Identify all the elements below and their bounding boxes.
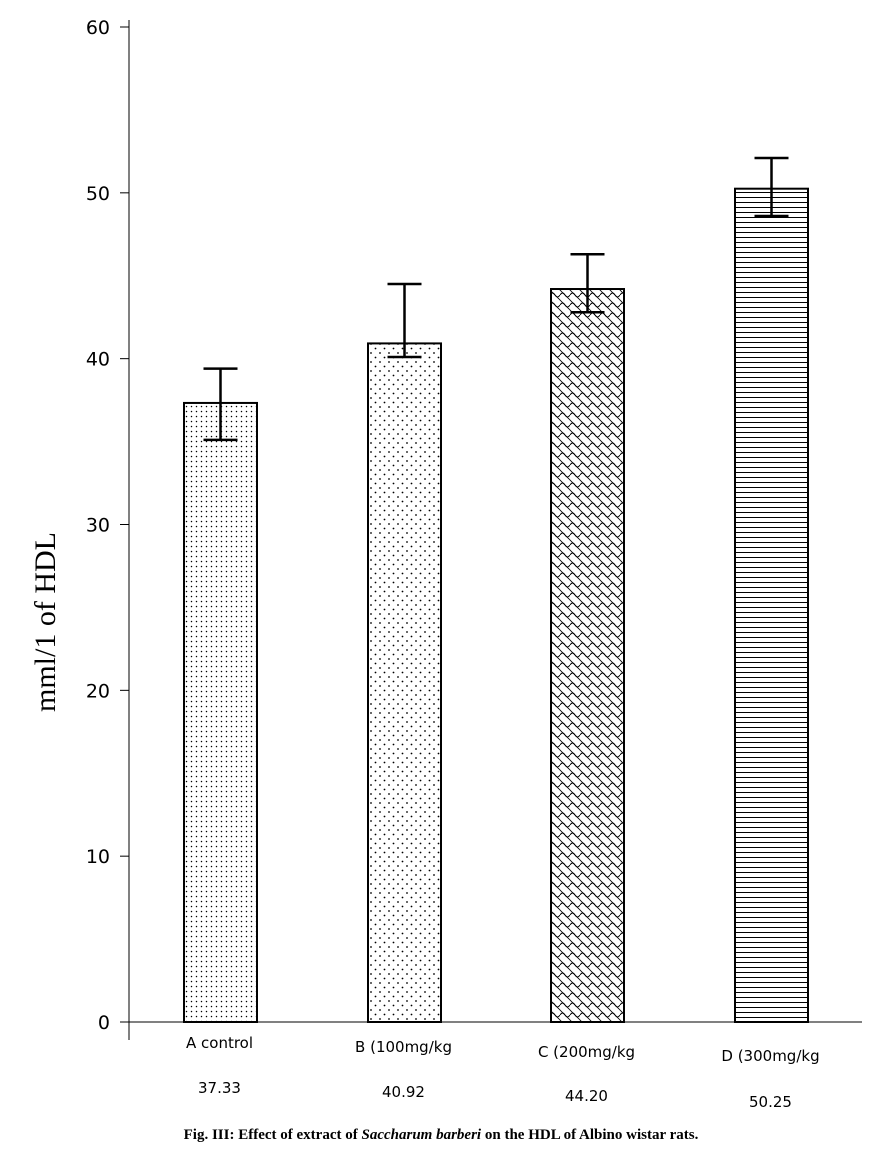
value-label: 40.92 (382, 1083, 425, 1101)
y-tick-label: 60 (86, 17, 110, 39)
value-label: 50.25 (749, 1093, 792, 1111)
category-label: C (200mg/kg (538, 1043, 635, 1061)
value-label: 37.33 (198, 1079, 241, 1097)
caption-prefix: Fig. III: Effect of extract of (183, 1127, 362, 1143)
caption-suffix: on the HDL of Albino wistar rats. (481, 1127, 699, 1143)
y-tick-label: 50 (86, 183, 110, 205)
bar-a (183, 401, 258, 1023)
bar-d (734, 187, 809, 1023)
y-tick-label: 30 (86, 515, 110, 537)
y-tick-label: 20 (86, 680, 110, 702)
y-axis-title: mml/1 of HDL (29, 532, 62, 712)
category-label: B (100mg/kg (355, 1038, 452, 1056)
caption-species: Saccharum barberi (361, 1127, 482, 1143)
y-tick-label: 0 (98, 1012, 110, 1034)
figure-caption: Fig. III: Effect of extract of Saccharum… (0, 1127, 882, 1144)
y-tick-label: 10 (86, 846, 110, 868)
category-label: D (300mg/kg (721, 1047, 819, 1065)
y-tick-label: 40 (86, 349, 110, 371)
category-label: A control (186, 1034, 253, 1052)
bar-b (367, 342, 442, 1024)
bar-c (550, 288, 625, 1023)
value-label: 44.20 (565, 1087, 608, 1105)
